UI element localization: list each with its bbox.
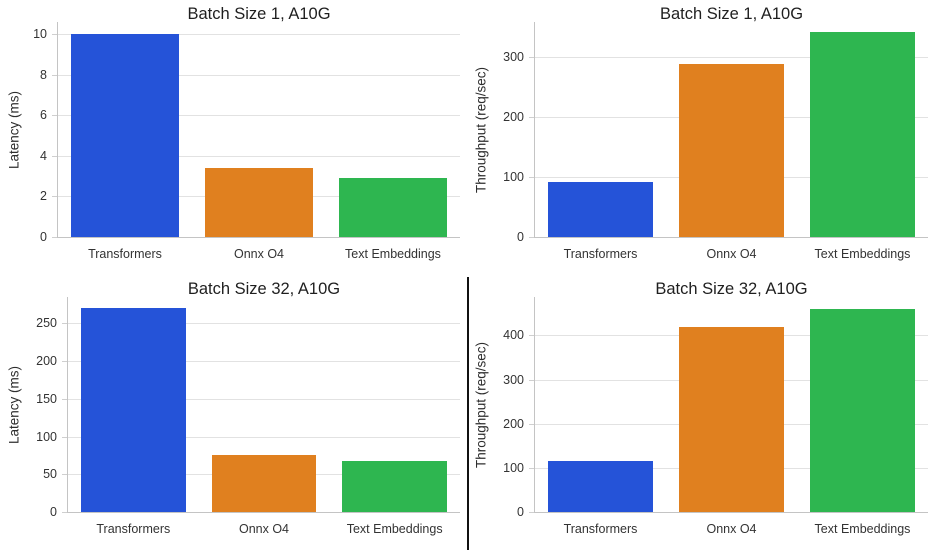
gridline: [58, 74, 460, 76]
y-tick-label: 400: [503, 328, 524, 343]
bar-transformers: [71, 34, 179, 237]
bar-onnx-o4: [679, 326, 784, 512]
bar-transformers: [548, 461, 653, 512]
chart-throughput-batch-1: Batch Size 1, A10G Throughput (req/sec) 0 1…: [467, 0, 935, 275]
y-tick-label: 2: [40, 189, 47, 204]
chart-title: Batch Size 1, A10G: [187, 5, 331, 23]
y-axis-label: Throughput (req/sec): [473, 341, 489, 468]
y-tick-mark: [62, 436, 67, 438]
y-tick-mark: [529, 176, 534, 178]
y-tick-label: 200: [503, 109, 524, 124]
chart-latency-batch-32: Batch Size 32, A10G Latency (ms) 0 50 100 150…: [0, 275, 467, 550]
y-tick-label: 100: [503, 460, 524, 475]
x-tick-label: Text Embeddings: [345, 247, 441, 261]
gridline: [58, 34, 460, 36]
x-tick-label: Text Embeddings: [814, 522, 911, 536]
y-tick-label: 10: [33, 27, 47, 42]
y-tick-mark: [62, 398, 67, 400]
chart-throughput-batch-32: Batch Size 32, A10G Throughput (req/sec) 0…: [467, 275, 935, 550]
y-tick-mark: [52, 115, 57, 117]
x-axis-line: [535, 236, 928, 239]
y-tick-label: 6: [40, 108, 47, 123]
y-tick-mark: [52, 155, 57, 157]
y-tick-label: 100: [36, 429, 57, 444]
gridline: [68, 323, 460, 325]
bar-text-embeddings: [339, 178, 447, 237]
x-tick-label: Transformers: [563, 247, 638, 261]
y-axis-spine: [534, 22, 536, 238]
y-tick-label: 4: [40, 148, 47, 163]
gridline: [68, 398, 460, 400]
x-tick-label: Transformers: [88, 247, 162, 261]
y-tick-label: 250: [36, 316, 57, 331]
y-tick-mark: [529, 467, 534, 469]
y-tick-mark: [62, 474, 67, 476]
y-tick-mark: [52, 196, 57, 198]
gridline: [58, 115, 460, 117]
y-axis-spine: [534, 297, 536, 513]
bar-text-embeddings: [810, 32, 915, 237]
chart-title: Batch Size 1, A10G: [659, 5, 804, 23]
x-tick-label: Onnx O4: [233, 247, 285, 261]
y-tick-label: 300: [503, 49, 524, 64]
y-tick-label: 0: [517, 230, 524, 244]
x-axis-line: [535, 511, 928, 514]
y-tick-label: 50: [43, 467, 57, 482]
y-tick-label: 200: [36, 354, 57, 369]
y-axis-spine: [67, 297, 69, 513]
y-tick-label: 0: [50, 505, 57, 519]
chart-latency-batch-1: Batch Size 1, A10G Latency (ms) 0 2 4 6 8 10 Tra…: [0, 0, 467, 275]
bar-transformers: [81, 308, 186, 512]
y-tick-mark: [529, 56, 534, 58]
x-tick-label: Text Embeddings: [814, 247, 911, 261]
y-tick-mark: [529, 379, 534, 381]
y-tick-label: 0: [40, 230, 47, 244]
y-tick-mark: [529, 116, 534, 118]
column-divider-line: [467, 277, 469, 550]
x-tick-label: Onnx O4: [706, 247, 757, 261]
gridline: [68, 361, 460, 363]
y-axis-spine: [57, 22, 59, 238]
x-tick-label: Onnx O4: [238, 522, 289, 536]
y-tick-mark: [529, 512, 534, 513]
gridline: [535, 56, 928, 58]
y-tick-mark: [529, 237, 534, 238]
y-tick-mark: [52, 237, 57, 238]
y-tick-label: 0: [517, 505, 524, 519]
x-axis-line: [58, 236, 460, 239]
x-axis-line: [68, 511, 460, 514]
y-tick-mark: [62, 512, 67, 513]
bar-onnx-o4: [205, 168, 313, 237]
y-tick-label: 100: [503, 169, 524, 184]
chart-title: Batch Size 32, A10G: [655, 280, 808, 298]
y-tick-label: 8: [40, 67, 47, 82]
x-tick-label: Text Embeddings: [346, 522, 443, 536]
gridline: [58, 155, 460, 157]
x-tick-label: Transformers: [96, 522, 171, 536]
y-tick-mark: [52, 74, 57, 76]
bar-text-embeddings: [810, 308, 915, 512]
y-tick-mark: [52, 34, 57, 36]
y-tick-label: 200: [503, 416, 524, 431]
y-tick-mark: [62, 323, 67, 325]
bar-onnx-o4: [679, 64, 784, 237]
bar-text-embeddings: [342, 460, 447, 512]
y-tick-mark: [62, 361, 67, 363]
gridline: [68, 436, 460, 438]
x-tick-label: Onnx O4: [706, 522, 757, 536]
chart-title: Batch Size 32, A10G: [187, 280, 341, 298]
y-tick-label: 300: [503, 372, 524, 387]
y-tick-mark: [529, 335, 534, 337]
y-tick-mark: [529, 423, 534, 425]
x-tick-label: Transformers: [563, 522, 638, 536]
y-tick-label: 150: [36, 391, 57, 406]
bar-onnx-o4: [211, 455, 317, 512]
bar-transformers: [548, 181, 653, 237]
